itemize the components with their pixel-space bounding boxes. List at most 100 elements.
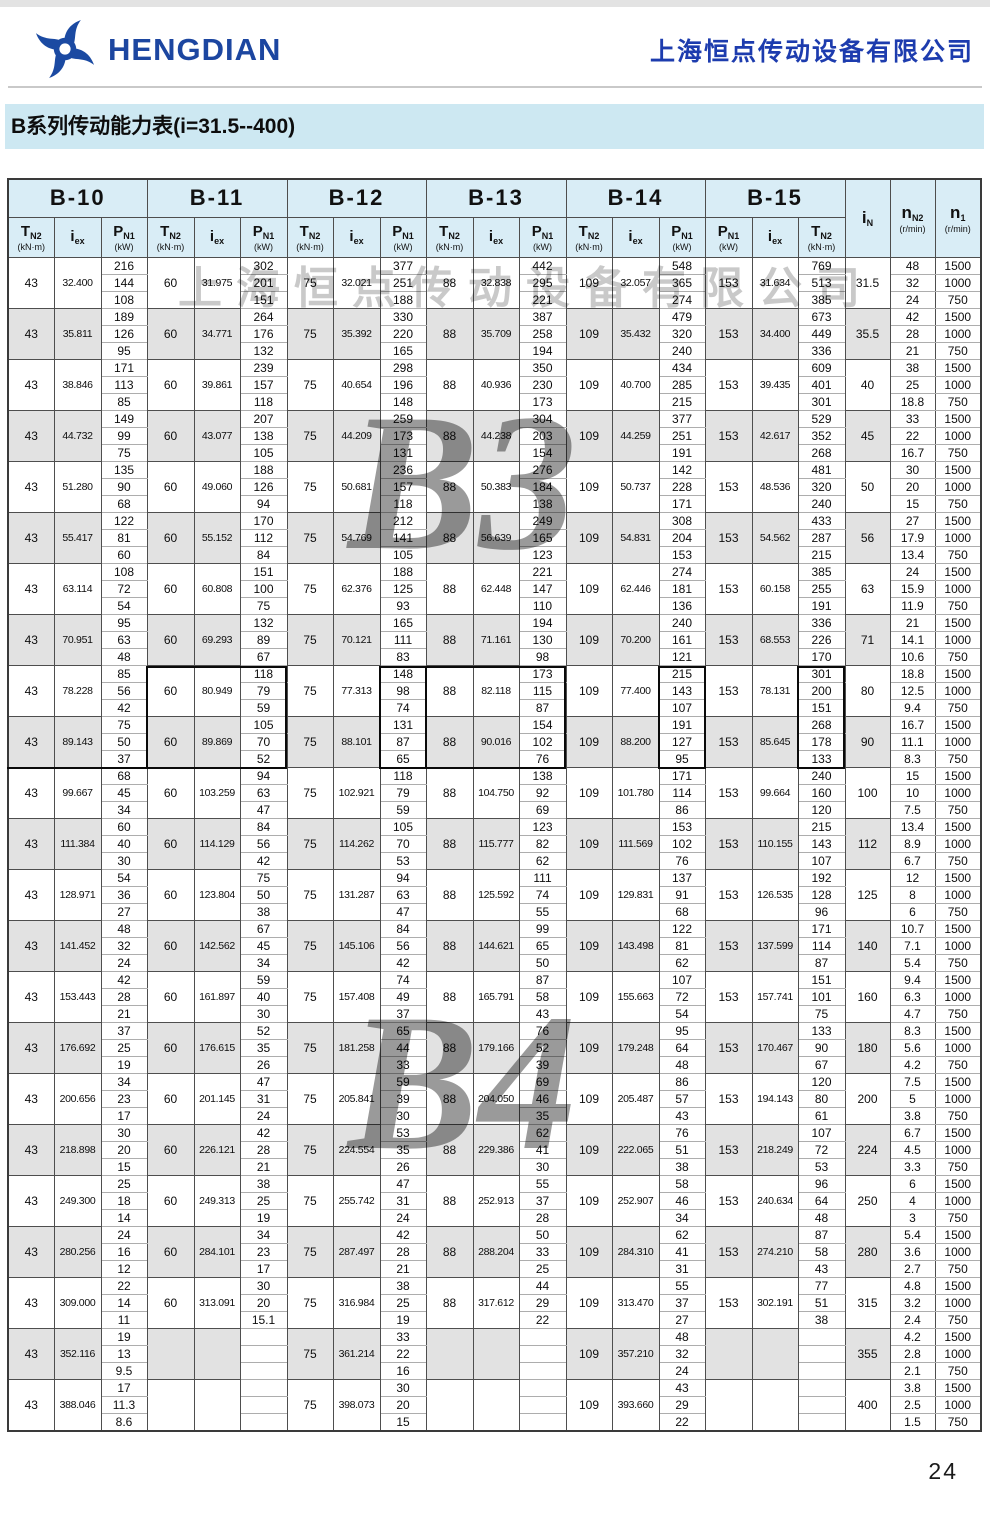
scan-edge	[0, 0, 990, 7]
merged-cell-b15: 153	[704, 409, 753, 462]
merged-cell-b13: 88	[425, 613, 474, 666]
in-cell: 280	[844, 1225, 891, 1278]
sub-cell-b11: 40	[239, 987, 288, 1006]
sub-cell-b13: 154	[518, 715, 567, 734]
sub-cell-b12: 42	[379, 953, 427, 972]
sub-cell-b11: 94	[239, 494, 288, 513]
n1-cell: 1500	[934, 256, 982, 275]
sub-cell-b10: 24	[100, 1225, 148, 1244]
merged-cell-b15: 153	[704, 358, 753, 411]
sub-cell-b14: 320	[658, 324, 706, 343]
iex-cell-b15: 157.741	[751, 970, 799, 1023]
sub-cell-b11: 20	[239, 1293, 288, 1312]
sub-cell-b15: 133	[797, 749, 846, 768]
sub-cell-b12: 236	[379, 460, 427, 479]
merged-cell-b10: 43	[7, 1225, 55, 1278]
nn2-cell: 16.7	[889, 443, 936, 462]
sub-cell-b14: 86	[658, 800, 706, 819]
n1-cell: 1500	[934, 715, 982, 734]
sub-cell-b11: 67	[239, 647, 288, 666]
sub-cell-b12: 157	[379, 477, 427, 496]
sub-cell-b11: 157	[239, 375, 288, 394]
iex-cell-b11: 176.615	[193, 1021, 241, 1074]
merged-cell-b15: 153	[704, 613, 753, 666]
n1-cell: 1500	[934, 970, 982, 989]
iex-cell-b10: 35.811	[53, 307, 102, 360]
sub-cell-b13: 276	[518, 460, 567, 479]
sub-cell-b15: 64	[797, 1191, 846, 1210]
merged-cell-b13: 88	[425, 1276, 474, 1329]
sub-cell-b14: 43	[658, 1106, 706, 1125]
merged-cell-b10: 43	[7, 1327, 55, 1380]
merged-cell-b14: 109	[565, 715, 613, 768]
merged-cell-b13: 88	[425, 1225, 474, 1278]
iex-cell-b15: 39.435	[751, 358, 799, 411]
iex-cell-b13: 115.777	[472, 817, 520, 870]
sub-cell-b12: 165	[379, 613, 427, 632]
iex-cell-b13: 229.386	[472, 1123, 520, 1176]
iex-cell-b12: 50.681	[332, 460, 381, 513]
sub-cell-b14: 48	[658, 1055, 706, 1074]
iex-cell-b13: 71.161	[472, 613, 520, 666]
nn2-cell: 8.3	[889, 1021, 936, 1040]
nn2-cell: 8	[889, 885, 936, 904]
sub-cell-b13	[518, 1378, 567, 1397]
nn2-cell: 4	[889, 1191, 936, 1210]
sub-cell-b15: 87	[797, 953, 846, 972]
nn2-cell: 9.4	[889, 698, 936, 717]
column-header-tn2: TN2 (kN·m)	[286, 216, 334, 258]
n1-cell: 1500	[934, 1123, 982, 1142]
sub-cell-b12: 330	[379, 307, 427, 326]
sub-cell-b12: 28	[379, 1242, 427, 1261]
nn2-cell: 7.5	[889, 800, 936, 819]
iex-cell-b13: 32.838	[472, 256, 520, 309]
column-header-iex: iex	[751, 216, 799, 258]
merged-cell-b14: 109	[565, 613, 613, 666]
brand-name: HENGDIAN	[108, 32, 282, 67]
sub-cell-b11: 59	[239, 698, 288, 717]
sub-cell-b12: 44	[379, 1038, 427, 1057]
sub-cell-b11: 47	[239, 1072, 288, 1091]
merged-cell-b11: 60	[146, 664, 195, 717]
in-cell: 315	[844, 1276, 891, 1329]
sub-cell-b12: 105	[379, 817, 427, 836]
iex-cell-b15: 274.210	[751, 1225, 799, 1278]
sub-cell-b13: 50	[518, 1225, 567, 1244]
iex-cell-b12: 287.497	[332, 1225, 381, 1278]
nn2-cell: 10.7	[889, 919, 936, 938]
iex-cell-b14: 143.498	[611, 919, 660, 972]
sub-cell-b12: 16	[379, 1361, 427, 1380]
sub-cell-b14: 274	[658, 562, 706, 581]
merged-cell-b13: 88	[425, 1072, 474, 1125]
sub-cell-b15: 352	[797, 426, 846, 445]
n1-cell: 1500	[934, 1327, 982, 1346]
sub-cell-b11	[239, 1344, 288, 1363]
iex-cell-b15: 54.562	[751, 511, 799, 564]
n1-cell: 1000	[934, 477, 982, 496]
sub-cell-b15: 609	[797, 358, 846, 377]
iex-cell-b12: 157.408	[332, 970, 381, 1023]
sub-cell-b10: 37	[100, 749, 148, 768]
sub-cell-b11: 26	[239, 1055, 288, 1074]
sub-cell-b14: 251	[658, 426, 706, 445]
iex-cell-b12: 77.313	[332, 664, 381, 717]
sub-cell-b15: 287	[797, 528, 846, 547]
iex-cell-b14: 77.400	[611, 664, 660, 717]
sub-cell-b14: 62	[658, 953, 706, 972]
sub-cell-b14: 64	[658, 1038, 706, 1057]
merged-cell-b14: 109	[565, 1378, 613, 1431]
merged-cell-b15: 153	[704, 766, 753, 819]
merged-cell-b12: 75	[286, 562, 334, 615]
header-divider	[8, 86, 982, 88]
sub-cell-b11: 100	[239, 579, 288, 598]
sub-cell-b10: 30	[100, 851, 148, 870]
n1-cell: 1500	[934, 1276, 982, 1295]
sub-cell-b12: 74	[379, 970, 427, 989]
sub-cell-b10: 15	[100, 1157, 148, 1176]
iex-cell-b15: 31.634	[751, 256, 799, 309]
merged-cell-b14: 109	[565, 1225, 613, 1278]
in-cell: 45	[844, 409, 891, 462]
sub-cell-b10: 50	[100, 732, 148, 751]
in-cell: 100	[844, 766, 891, 819]
merged-cell-b13: 88	[425, 970, 474, 1023]
